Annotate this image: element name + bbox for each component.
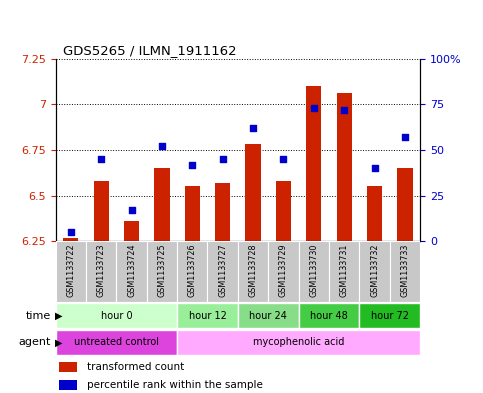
Text: GSM1133722: GSM1133722 (66, 243, 75, 297)
Text: GSM1133730: GSM1133730 (309, 243, 318, 296)
Text: ▶: ▶ (55, 337, 62, 347)
Bar (359, 241, 390, 302)
Bar (367, 186, 382, 241)
Bar (154, 168, 170, 241)
Point (249, 125, 257, 131)
Text: hour 12: hour 12 (188, 310, 227, 321)
Point (67, 229, 74, 235)
Bar (238, 241, 268, 302)
Point (158, 143, 166, 149)
Text: GSM1133731: GSM1133731 (340, 243, 349, 296)
Bar (238, 303, 298, 328)
Point (128, 207, 135, 213)
Text: ▶: ▶ (55, 310, 62, 321)
Bar (59, 362, 77, 373)
Bar (56, 241, 86, 302)
Text: GSM1133728: GSM1133728 (249, 243, 257, 297)
Text: GSM1133732: GSM1133732 (370, 243, 379, 297)
Text: transformed count: transformed count (86, 362, 184, 372)
Bar (86, 241, 116, 302)
Text: GSM1133725: GSM1133725 (157, 243, 167, 297)
Text: hour 0: hour 0 (100, 310, 132, 321)
Text: GDS5265 / ILMN_1911162: GDS5265 / ILMN_1911162 (63, 44, 237, 57)
Bar (59, 380, 77, 390)
Bar (208, 241, 238, 302)
Bar (63, 238, 78, 241)
Text: hour 24: hour 24 (249, 310, 287, 321)
Bar (215, 183, 230, 241)
Text: GSM1133733: GSM1133733 (400, 243, 410, 296)
Text: hour 72: hour 72 (371, 310, 409, 321)
Point (188, 162, 196, 168)
Bar (306, 86, 322, 241)
Bar (94, 181, 109, 241)
Bar (390, 241, 420, 302)
Bar (337, 93, 352, 241)
Bar (177, 330, 420, 354)
Bar (56, 330, 177, 354)
Text: GSM1133726: GSM1133726 (188, 243, 197, 297)
Bar (56, 303, 177, 328)
Bar (245, 145, 261, 241)
Bar (398, 168, 412, 241)
Text: GSM1133729: GSM1133729 (279, 243, 288, 297)
Point (371, 165, 379, 171)
Bar (329, 241, 359, 302)
Text: GSM1133727: GSM1133727 (218, 243, 227, 297)
Bar (177, 241, 208, 302)
Text: hour 48: hour 48 (310, 310, 348, 321)
Point (219, 156, 227, 162)
Point (401, 134, 409, 140)
Point (97, 156, 105, 162)
Bar (268, 241, 298, 302)
Bar (124, 221, 139, 241)
Text: percentile rank within the sample: percentile rank within the sample (86, 380, 262, 390)
Text: agent: agent (18, 337, 51, 347)
Bar (298, 303, 359, 328)
Text: mycophenolic acid: mycophenolic acid (253, 337, 344, 347)
Text: GSM1133724: GSM1133724 (127, 243, 136, 297)
Bar (177, 303, 238, 328)
Point (341, 107, 348, 113)
Point (310, 105, 318, 111)
Text: untreated control: untreated control (74, 337, 159, 347)
Bar (276, 181, 291, 241)
Bar (298, 241, 329, 302)
Text: GSM1133723: GSM1133723 (97, 243, 106, 297)
Bar (359, 303, 420, 328)
Text: time: time (26, 310, 51, 321)
Bar (185, 186, 200, 241)
Bar (116, 241, 147, 302)
Bar (147, 241, 177, 302)
Point (280, 156, 287, 162)
